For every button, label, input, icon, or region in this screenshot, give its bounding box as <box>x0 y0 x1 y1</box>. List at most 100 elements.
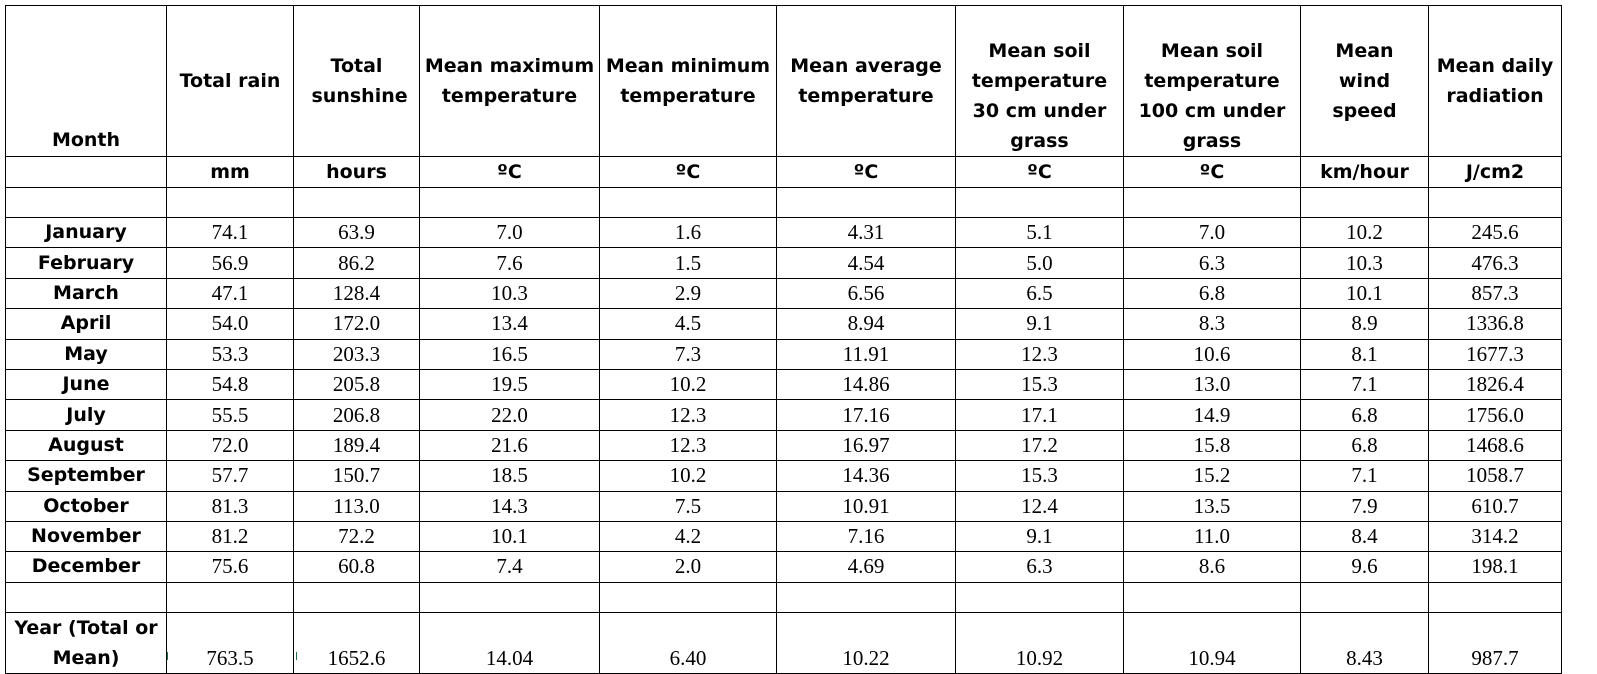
data-cell[interactable]: 150.7 <box>293 460 420 492</box>
data-cell[interactable]: 245.6 <box>1428 216 1562 249</box>
data-cell[interactable]: 12.3 <box>599 399 777 431</box>
year-value-cell[interactable]: 1652.6 <box>293 611 420 674</box>
data-cell[interactable]: 7.9 <box>1300 490 1429 522</box>
data-cell[interactable]: 6.56 <box>776 277 956 310</box>
data-cell[interactable]: 1336.8 <box>1428 308 1562 340</box>
data-cell[interactable]: 7.3 <box>599 338 777 370</box>
data-cell[interactable]: 19.5 <box>419 368 600 401</box>
data-cell[interactable]: 17.16 <box>776 399 956 431</box>
data-cell[interactable]: 11.91 <box>776 338 956 370</box>
empty-cell[interactable] <box>955 581 1124 613</box>
units-cell[interactable]: mm <box>166 156 294 188</box>
data-cell[interactable]: 17.1 <box>955 399 1124 431</box>
data-cell[interactable]: 6.8 <box>1300 429 1429 462</box>
data-cell[interactable]: 198.1 <box>1428 551 1562 583</box>
data-cell[interactable]: 54.0 <box>166 308 294 340</box>
data-cell[interactable]: 206.8 <box>293 399 420 431</box>
data-cell[interactable]: 15.2 <box>1123 460 1301 492</box>
data-cell[interactable]: 172.0 <box>293 308 420 340</box>
data-cell[interactable]: 4.54 <box>776 247 956 279</box>
month-cell[interactable]: August <box>5 429 167 462</box>
data-cell[interactable]: 6.5 <box>955 277 1124 310</box>
data-cell[interactable]: 10.2 <box>1300 216 1429 249</box>
data-cell[interactable]: 8.3 <box>1123 308 1301 340</box>
data-cell[interactable]: 1677.3 <box>1428 338 1562 370</box>
data-cell[interactable]: 10.3 <box>419 277 600 310</box>
data-cell[interactable]: 11.0 <box>1123 520 1301 553</box>
data-cell[interactable]: 10.2 <box>599 368 777 401</box>
data-cell[interactable]: 21.6 <box>419 429 600 462</box>
empty-cell[interactable] <box>955 187 1124 218</box>
data-cell[interactable]: 75.6 <box>166 551 294 583</box>
data-cell[interactable]: 1756.0 <box>1428 399 1562 431</box>
data-cell[interactable]: 12.3 <box>955 338 1124 370</box>
data-cell[interactable]: 10.3 <box>1300 247 1429 279</box>
data-cell[interactable]: 7.1 <box>1300 460 1429 492</box>
empty-cell[interactable] <box>1428 581 1562 613</box>
data-cell[interactable]: 6.8 <box>1123 277 1301 310</box>
units-cell[interactable]: km/hour <box>1300 156 1429 188</box>
empty-cell[interactable] <box>1123 581 1301 613</box>
empty-cell[interactable] <box>5 187 167 218</box>
data-cell[interactable]: 5.0 <box>955 247 1124 279</box>
month-cell[interactable]: January <box>5 216 167 249</box>
year-value-cell[interactable]: 10.22 <box>776 611 956 674</box>
data-cell[interactable]: 63.9 <box>293 216 420 249</box>
data-cell[interactable]: 16.5 <box>419 338 600 370</box>
year-value-cell[interactable]: 8.43 <box>1300 611 1429 674</box>
data-cell[interactable]: 7.4 <box>419 551 600 583</box>
data-cell[interactable]: 7.5 <box>599 490 777 522</box>
empty-cell[interactable] <box>776 187 956 218</box>
empty-cell[interactable] <box>293 187 420 218</box>
year-value-cell[interactable]: 6.40 <box>599 611 777 674</box>
data-cell[interactable]: 4.69 <box>776 551 956 583</box>
data-cell[interactable]: 15.3 <box>955 368 1124 401</box>
month-cell[interactable]: June <box>5 368 167 401</box>
data-cell[interactable]: 1.5 <box>599 247 777 279</box>
header-cell-mean-avg-temp[interactable]: Mean average temperature <box>776 5 956 157</box>
month-cell[interactable]: May <box>5 338 167 370</box>
data-cell[interactable]: 10.91 <box>776 490 956 522</box>
data-cell[interactable]: 47.1 <box>166 277 294 310</box>
data-cell[interactable]: 2.9 <box>599 277 777 310</box>
empty-cell[interactable] <box>166 581 294 613</box>
data-cell[interactable]: 4.5 <box>599 308 777 340</box>
data-cell[interactable]: 72.0 <box>166 429 294 462</box>
data-cell[interactable]: 189.4 <box>293 429 420 462</box>
data-cell[interactable]: 14.36 <box>776 460 956 492</box>
data-cell[interactable]: 57.7 <box>166 460 294 492</box>
header-cell-total-rain[interactable]: Total rain <box>166 5 294 157</box>
year-label-cell[interactable]: Year (Total or Mean) <box>5 611 167 674</box>
units-cell[interactable]: hours <box>293 156 420 188</box>
data-cell[interactable]: 12.3 <box>599 429 777 462</box>
units-cell[interactable]: ºC <box>419 156 600 188</box>
month-cell[interactable]: November <box>5 520 167 553</box>
data-cell[interactable]: 8.6 <box>1123 551 1301 583</box>
data-cell[interactable]: 113.0 <box>293 490 420 522</box>
data-cell[interactable]: 9.1 <box>955 520 1124 553</box>
units-cell[interactable]: ºC <box>1123 156 1301 188</box>
data-cell[interactable]: 15.8 <box>1123 429 1301 462</box>
data-cell[interactable]: 476.3 <box>1428 247 1562 279</box>
empty-cell[interactable] <box>419 187 600 218</box>
year-value-cell[interactable]: 763.5 <box>166 611 294 674</box>
data-cell[interactable]: 9.1 <box>955 308 1124 340</box>
data-cell[interactable]: 205.8 <box>293 368 420 401</box>
data-cell[interactable]: 8.94 <box>776 308 956 340</box>
empty-cell[interactable] <box>1123 187 1301 218</box>
header-cell-soil-temp-100[interactable]: Mean soil temperature 100 cm under grass <box>1123 5 1301 157</box>
data-cell[interactable]: 10.6 <box>1123 338 1301 370</box>
empty-cell[interactable] <box>1300 187 1429 218</box>
data-cell[interactable]: 54.8 <box>166 368 294 401</box>
data-cell[interactable]: 13.5 <box>1123 490 1301 522</box>
data-cell[interactable]: 18.5 <box>419 460 600 492</box>
month-cell[interactable]: March <box>5 277 167 310</box>
data-cell[interactable]: 8.9 <box>1300 308 1429 340</box>
data-cell[interactable]: 6.3 <box>1123 247 1301 279</box>
data-cell[interactable]: 10.1 <box>1300 277 1429 310</box>
data-cell[interactable]: 7.0 <box>1123 216 1301 249</box>
data-cell[interactable]: 53.3 <box>166 338 294 370</box>
header-cell-month[interactable]: Month <box>5 5 167 157</box>
empty-cell[interactable] <box>1428 187 1562 218</box>
units-cell[interactable]: J/cm2 <box>1428 156 1562 188</box>
